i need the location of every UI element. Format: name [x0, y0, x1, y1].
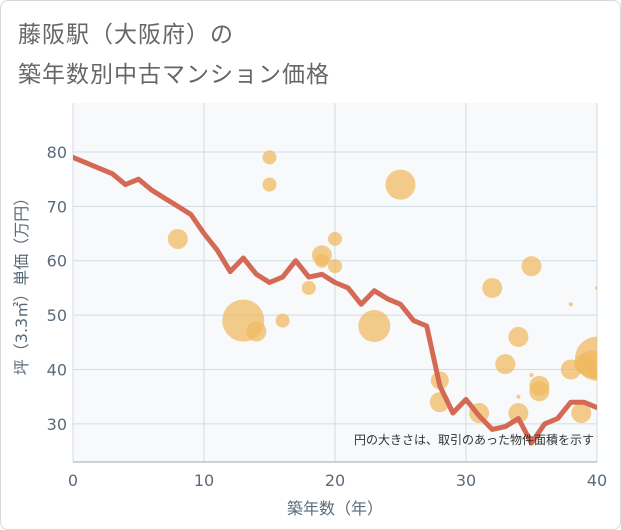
- bubble-point: [275, 313, 290, 328]
- bubble-point: [508, 326, 529, 347]
- average-line-series: [73, 154, 597, 446]
- y-tick-labels: 30 40 50 60 70 80: [47, 143, 67, 434]
- bubble-point: [328, 259, 342, 274]
- bubble-point: [314, 253, 329, 268]
- x-tick-label: 30: [456, 471, 476, 490]
- bubble-point: [521, 256, 542, 277]
- chart-title-line2: 築年数別中古マンション価格: [18, 62, 330, 88]
- bubble-point: [516, 394, 521, 399]
- x-tick-labels: 0 10 20 30 40: [68, 471, 607, 490]
- bubble-point: [358, 310, 391, 343]
- x-axis-title: 築年数（年）: [287, 499, 383, 518]
- y-tick-label: 80: [47, 143, 67, 162]
- bubble-size-note: 円の大きさは、取引のあった物件面積を示す: [354, 432, 594, 447]
- y-tick-label: 50: [47, 306, 67, 325]
- bubble-point: [482, 277, 503, 298]
- bubble-point: [568, 302, 573, 307]
- bubble-point: [587, 359, 597, 380]
- bubble-point: [262, 177, 277, 192]
- bubble-point: [495, 354, 516, 375]
- bubble-point: [529, 381, 550, 402]
- x-tick-label: 0: [68, 471, 78, 490]
- y-tick-label: 40: [47, 361, 67, 380]
- y-axis-title: 坪（3.3㎡）単価（万円）: [12, 190, 31, 375]
- y-tick-label: 60: [47, 252, 67, 271]
- y-tick-label: 70: [47, 197, 67, 216]
- bubble-point: [595, 285, 597, 290]
- bubble-point: [571, 403, 592, 424]
- bubble-point: [385, 169, 416, 200]
- y-tick-label: 30: [47, 415, 67, 434]
- bubble-point: [246, 321, 267, 342]
- average-line: [73, 154, 597, 446]
- bubble-point: [508, 403, 529, 424]
- x-tick-label: 20: [325, 471, 345, 490]
- bubble-point: [328, 231, 342, 246]
- bubble-point: [167, 228, 188, 249]
- x-tick-label: 40: [587, 471, 607, 490]
- bubble-point: [529, 372, 534, 377]
- bubble-point: [301, 280, 316, 295]
- chart-title-line1: 藤阪駅（大阪府）の: [18, 22, 234, 48]
- bubble-point: [262, 150, 277, 165]
- x-tick-label: 10: [194, 471, 214, 490]
